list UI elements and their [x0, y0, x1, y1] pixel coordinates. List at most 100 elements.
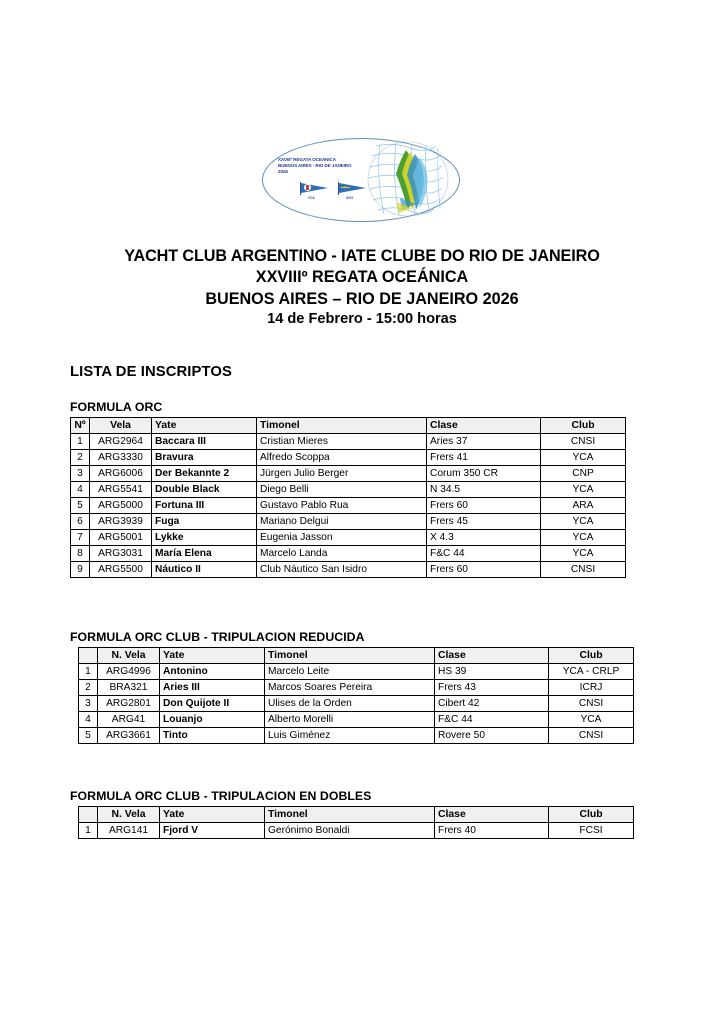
table-row: 7 ARG5001 Lykke Eugenia Jasson X 4.3 YCA: [70, 529, 626, 546]
burgee-icrj-icon: ICRJ: [338, 182, 368, 200]
cell-num: 1: [78, 663, 98, 680]
table-row: 1 ARG4996 Antonino Marcelo Leite HS 39 YCA - …: [78, 663, 634, 680]
table-body: 1 ARG141 Fjord V Gerónimo Bonaldi Frers 40 FC…: [78, 822, 634, 839]
cell-timonel: Eugenia Jasson: [256, 529, 427, 546]
cell-vela: ARG2964: [89, 433, 152, 450]
cell-timonel: Diego Belli: [256, 481, 427, 498]
table-row: 6 ARG3939 Fuga Mariano Delgui Frers 45 YCA: [70, 513, 626, 530]
cell-club: YCA: [540, 529, 626, 546]
cell-club: YCA - CRLP: [548, 663, 634, 680]
cell-num: 3: [78, 695, 98, 712]
cell-num: 5: [70, 497, 90, 514]
column-header-vela: N. Vela: [97, 806, 160, 823]
cell-vela: BRA321: [97, 679, 160, 696]
cell-timonel: Alfredo Scoppa: [256, 449, 427, 466]
section-title: FORMULA ORC CLUB - TRIPULACION REDUCIDA: [70, 630, 365, 644]
cell-clase: Aries 37: [426, 433, 541, 450]
burgee-yca-icon: YCA: [300, 182, 330, 200]
cell-vela: ARG4996: [97, 663, 160, 680]
cell-yate: Louanjo: [159, 711, 265, 728]
table-header-row: N. Vela Yate Timonel Clase Club: [78, 806, 634, 823]
column-header-timonel: Timonel: [256, 417, 427, 434]
section-title: FORMULA ORC: [70, 400, 163, 414]
column-header-club: Club: [548, 647, 634, 664]
column-header-timonel: Timonel: [264, 647, 435, 664]
table-row: 3 ARG6006 Der Bekannte 2 Jürgen Julio Berge…: [70, 465, 626, 482]
section-formula-orc: FORMULA ORC Nº Vela Yate Timonel Clase C…: [70, 400, 626, 578]
table-row: 5 ARG5000 Fortuna III Gustavo Pablo Rua Frer…: [70, 497, 626, 514]
cell-num: 1: [78, 822, 98, 839]
entries-table-reducida: N. Vela Yate Timonel Clase Club 1 ARG4996…: [78, 647, 634, 744]
cell-vela: ARG141: [97, 822, 160, 839]
cell-num: 9: [70, 561, 90, 578]
cell-timonel: Mariano Delgui: [256, 513, 427, 530]
column-header-num: [78, 647, 98, 664]
cell-timonel: Ulises de la Orden: [264, 695, 435, 712]
title-line-1: YACHT CLUB ARGENTINO - IATE CLUBE DO RIO…: [124, 247, 600, 265]
cell-clase: HS 39: [434, 663, 549, 680]
cell-vela: ARG5000: [89, 497, 152, 514]
cell-clase: Frers 41: [426, 449, 541, 466]
cell-club: FCSI: [548, 822, 634, 839]
table-row: 2 BRA321 Aries III Marcos Soares Pereira Fre…: [78, 679, 634, 696]
cell-yate: María Elena: [151, 545, 257, 562]
entries-table-dobles: N. Vela Yate Timonel Clase Club 1 ARG141 F…: [78, 806, 634, 839]
column-header-yate: Yate: [159, 806, 265, 823]
cell-clase: Cibert 42: [434, 695, 549, 712]
section-orc-club-dobles: FORMULA ORC CLUB - TRIPULACION EN DOBLES…: [70, 789, 634, 839]
cell-timonel: Alberto Morelli: [264, 711, 435, 728]
column-header-club: Club: [548, 806, 634, 823]
cell-clase: N 34.5: [426, 481, 541, 498]
table-row: 1 ARG2964 Baccara III Cristian Mieres Aries …: [70, 433, 626, 450]
cell-yate: Antonino: [159, 663, 265, 680]
column-header-clase: Clase: [426, 417, 541, 434]
section-orc-club-reducida: FORMULA ORC CLUB - TRIPULACION REDUCIDA …: [70, 630, 634, 744]
cell-clase: Rovere 50: [434, 727, 549, 744]
cell-club: ICRJ: [548, 679, 634, 696]
cell-vela: ARG3330: [89, 449, 152, 466]
cell-yate: Fortuna III: [151, 497, 257, 514]
cell-timonel: Marcelo Landa: [256, 545, 427, 562]
section-title: FORMULA ORC CLUB - TRIPULACION EN DOBLES: [70, 789, 372, 803]
cell-yate: Tinto: [159, 727, 265, 744]
cell-club: CNSI: [548, 727, 634, 744]
cell-club: YCA: [540, 481, 626, 498]
cell-num: 7: [70, 529, 90, 546]
cell-vela: ARG6006: [89, 465, 152, 482]
cell-club: CNSI: [540, 561, 626, 578]
cell-yate: Fjord V: [159, 822, 265, 839]
cell-clase: X 4.3: [426, 529, 541, 546]
cell-club: CNSI: [540, 433, 626, 450]
cell-clase: Frers 43: [434, 679, 549, 696]
cell-num: 3: [70, 465, 90, 482]
sail-globe-icon: [367, 141, 449, 217]
cell-num: 1: [70, 433, 90, 450]
logo-graphic: XXVIIIº REGATA OCEÁNICA BUENOS AIRES - R…: [262, 132, 462, 224]
table-row: 4 ARG5541 Double Black Diego Belli N 34.5 YCA: [70, 481, 626, 498]
table-body: 1 ARG2964 Baccara III Cristian Mieres Aries …: [70, 433, 626, 578]
cell-clase: Frers 60: [426, 497, 541, 514]
logo-oval-border: [262, 138, 460, 222]
cell-vela: ARG5541: [89, 481, 152, 498]
cell-timonel: Marcos Soares Pereira: [264, 679, 435, 696]
cell-timonel: Gustavo Pablo Rua: [256, 497, 427, 514]
cell-timonel: Jürgen Julio Berger: [256, 465, 427, 482]
burgee-pole: [338, 182, 339, 195]
cell-club: CNSI: [548, 695, 634, 712]
burgee-pole: [300, 182, 301, 195]
column-header-yate: Yate: [151, 417, 257, 434]
list-heading: LISTA DE INSCRIPTOS: [70, 364, 232, 380]
cell-club: YCA: [540, 449, 626, 466]
cell-vela: ARG41: [97, 711, 160, 728]
cell-club: YCA: [540, 513, 626, 530]
cell-timonel: Gerónimo Bonaldi: [264, 822, 435, 839]
burgee-yca-label: YCA: [308, 196, 315, 200]
title-line-2: XXVIIIº REGATA OCEÁNICA: [255, 268, 469, 287]
cell-num: 4: [70, 481, 90, 498]
cell-club: YCA: [540, 545, 626, 562]
title-line-3: BUENOS AIRES – RIO DE JANEIRO 2026: [205, 289, 519, 308]
column-header-vela: N. Vela: [97, 647, 160, 664]
cell-yate: Náutico II: [151, 561, 257, 578]
cell-timonel: Luis Giménez: [264, 727, 435, 744]
cell-clase: Frers 45: [426, 513, 541, 530]
